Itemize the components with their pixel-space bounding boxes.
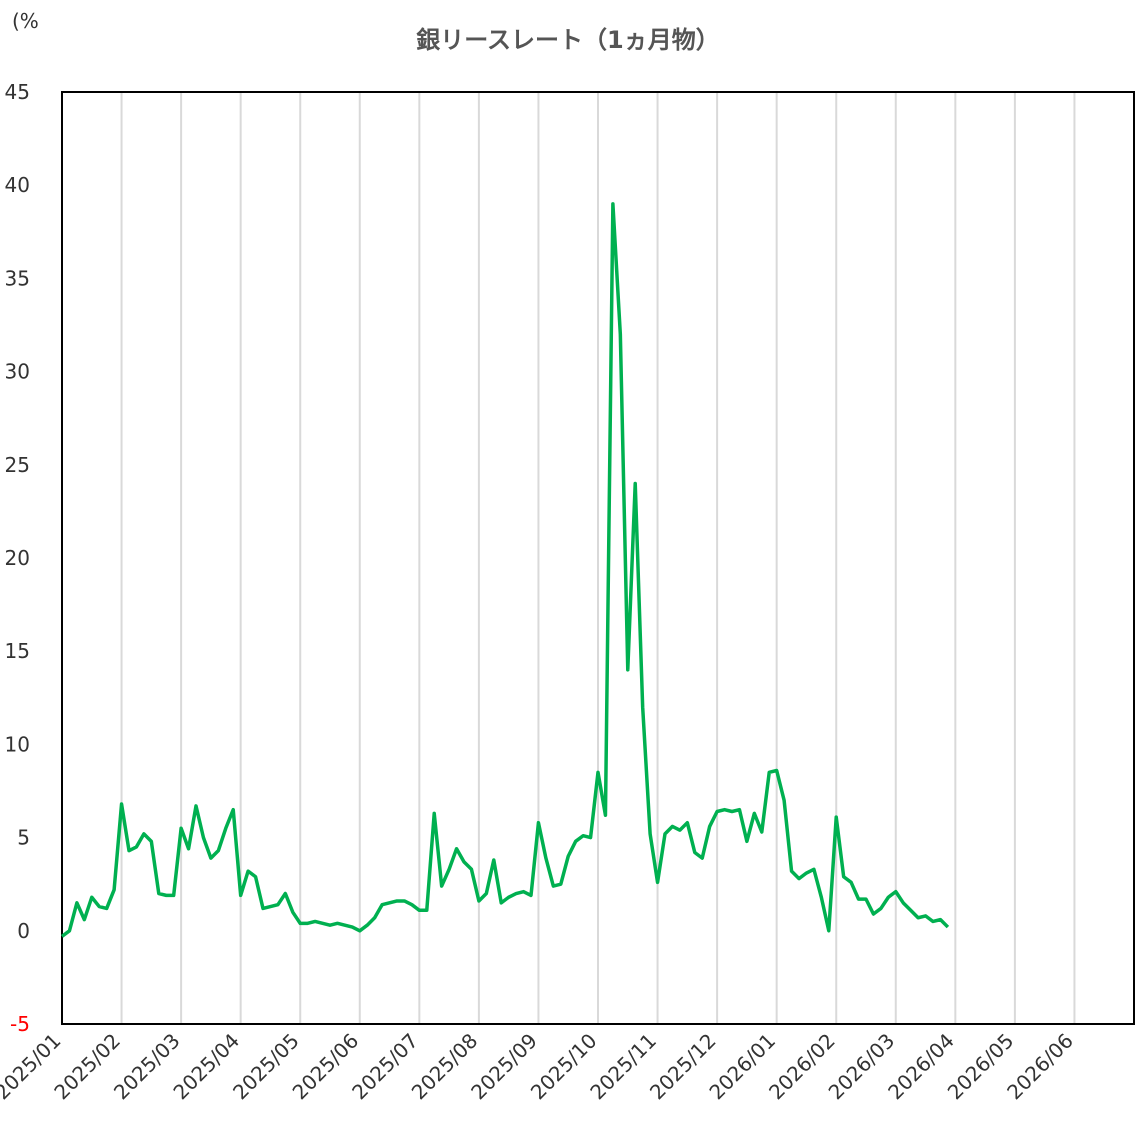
y-tick-label: 5 [17, 826, 30, 850]
plot-frame [61, 91, 1135, 1025]
y-tick-label: 45 [5, 80, 30, 104]
y-tick-label: 10 [5, 732, 30, 756]
y-tick-label: 15 [5, 639, 30, 663]
x-tick-label: 2026/06 [1002, 1029, 1078, 1105]
data-line [60, 202, 950, 938]
y-tick-label: -5 [10, 1012, 30, 1036]
y-tick-label: 40 [5, 173, 30, 197]
y-tick-label: 35 [5, 266, 30, 290]
chart-title: 銀リースレート（1ヵ月物） [416, 26, 720, 54]
y-axis-label: (% [12, 9, 39, 33]
y-tick-label: 20 [5, 546, 30, 570]
y-tick-label: 0 [17, 919, 30, 943]
y-tick-label: 25 [5, 453, 30, 477]
y-tick-label: 30 [5, 360, 30, 384]
